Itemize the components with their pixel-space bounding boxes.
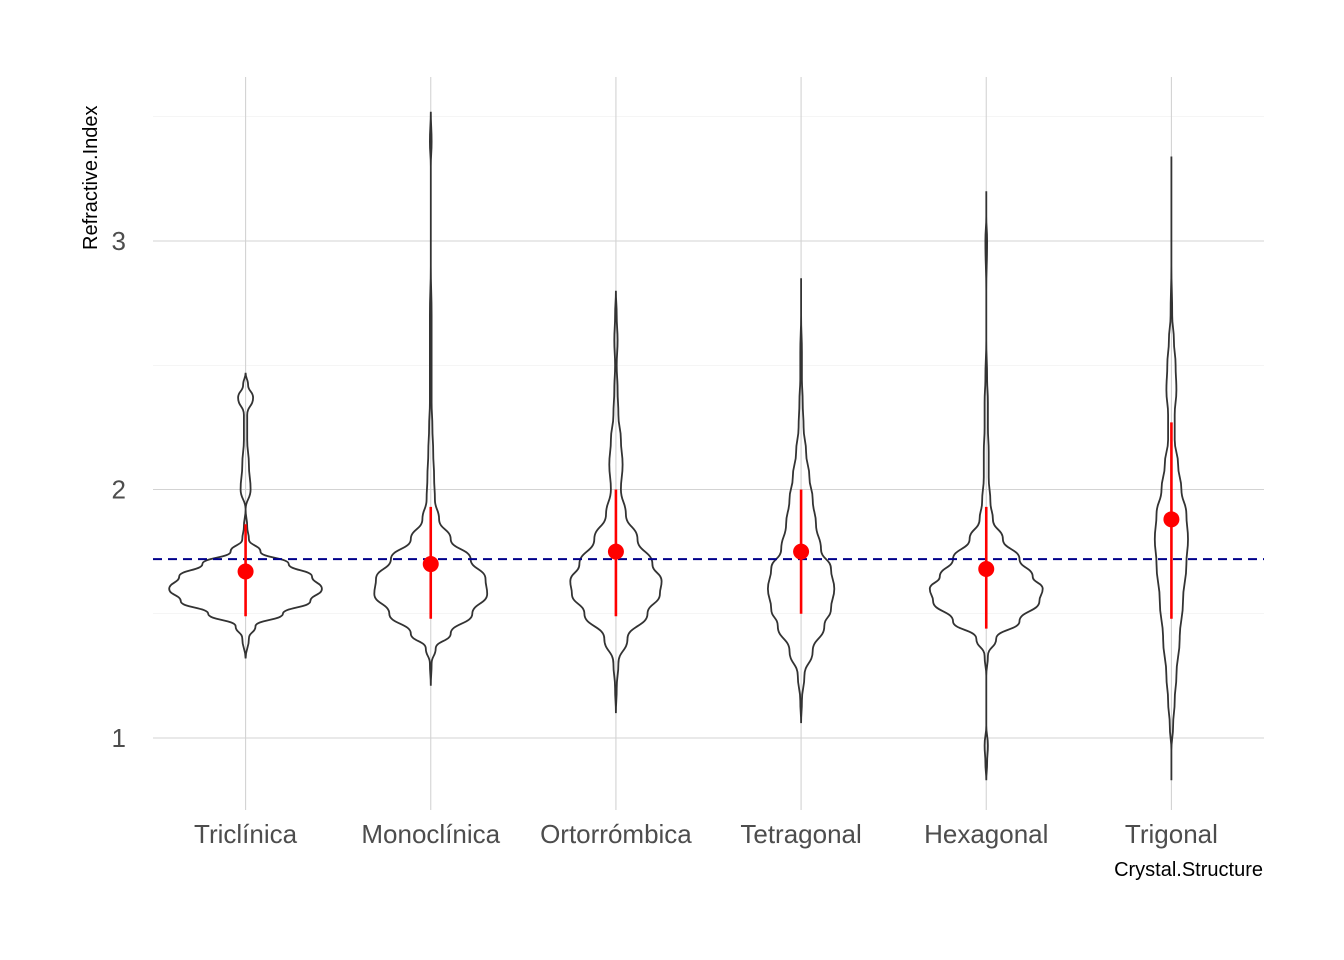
x-axis-title: Crystal.Structure: [1114, 859, 1263, 881]
mean-point-trigonal: [1163, 511, 1180, 528]
violin-monoclínica: [373, 111, 489, 687]
x-tick-label: Triclínica: [194, 819, 298, 849]
y-axis-title: Refractive.Index: [80, 105, 102, 250]
violins-layer: [168, 111, 1189, 782]
x-tick-labels: Triclínica Monoclínica Ortorrómbica Tetrago…: [194, 819, 1218, 849]
violin-tetragonal: [766, 278, 836, 725]
mean-point-hexagonal: [978, 561, 995, 578]
mean-markers-layer: [237, 422, 1180, 629]
y-tick-labels: 1 2 3: [112, 226, 126, 753]
violin-triclínica: [168, 372, 323, 660]
x-tick-label: Monoclínica: [361, 819, 500, 849]
violin-ortorrómbica: [569, 290, 663, 715]
y-tick-label: 1: [112, 723, 126, 753]
violin-trigonal: [1153, 156, 1189, 782]
x-tick-label: Ortorrómbica: [540, 819, 692, 849]
mean-point-ortorrómbica: [607, 543, 624, 560]
y-tick-label: 2: [112, 475, 126, 505]
x-tick-label: Hexagonal: [924, 819, 1048, 849]
mean-point-triclínica: [237, 563, 254, 580]
grid-lines: [153, 77, 1264, 810]
violin-hexagonal: [928, 191, 1044, 782]
y-tick-label: 3: [112, 226, 126, 256]
x-tick-label: Trigonal: [1125, 819, 1218, 849]
x-tick-label: Tetragonal: [740, 819, 861, 849]
mean-point-monoclínica: [422, 556, 439, 573]
mean-point-tetragonal: [793, 543, 810, 560]
